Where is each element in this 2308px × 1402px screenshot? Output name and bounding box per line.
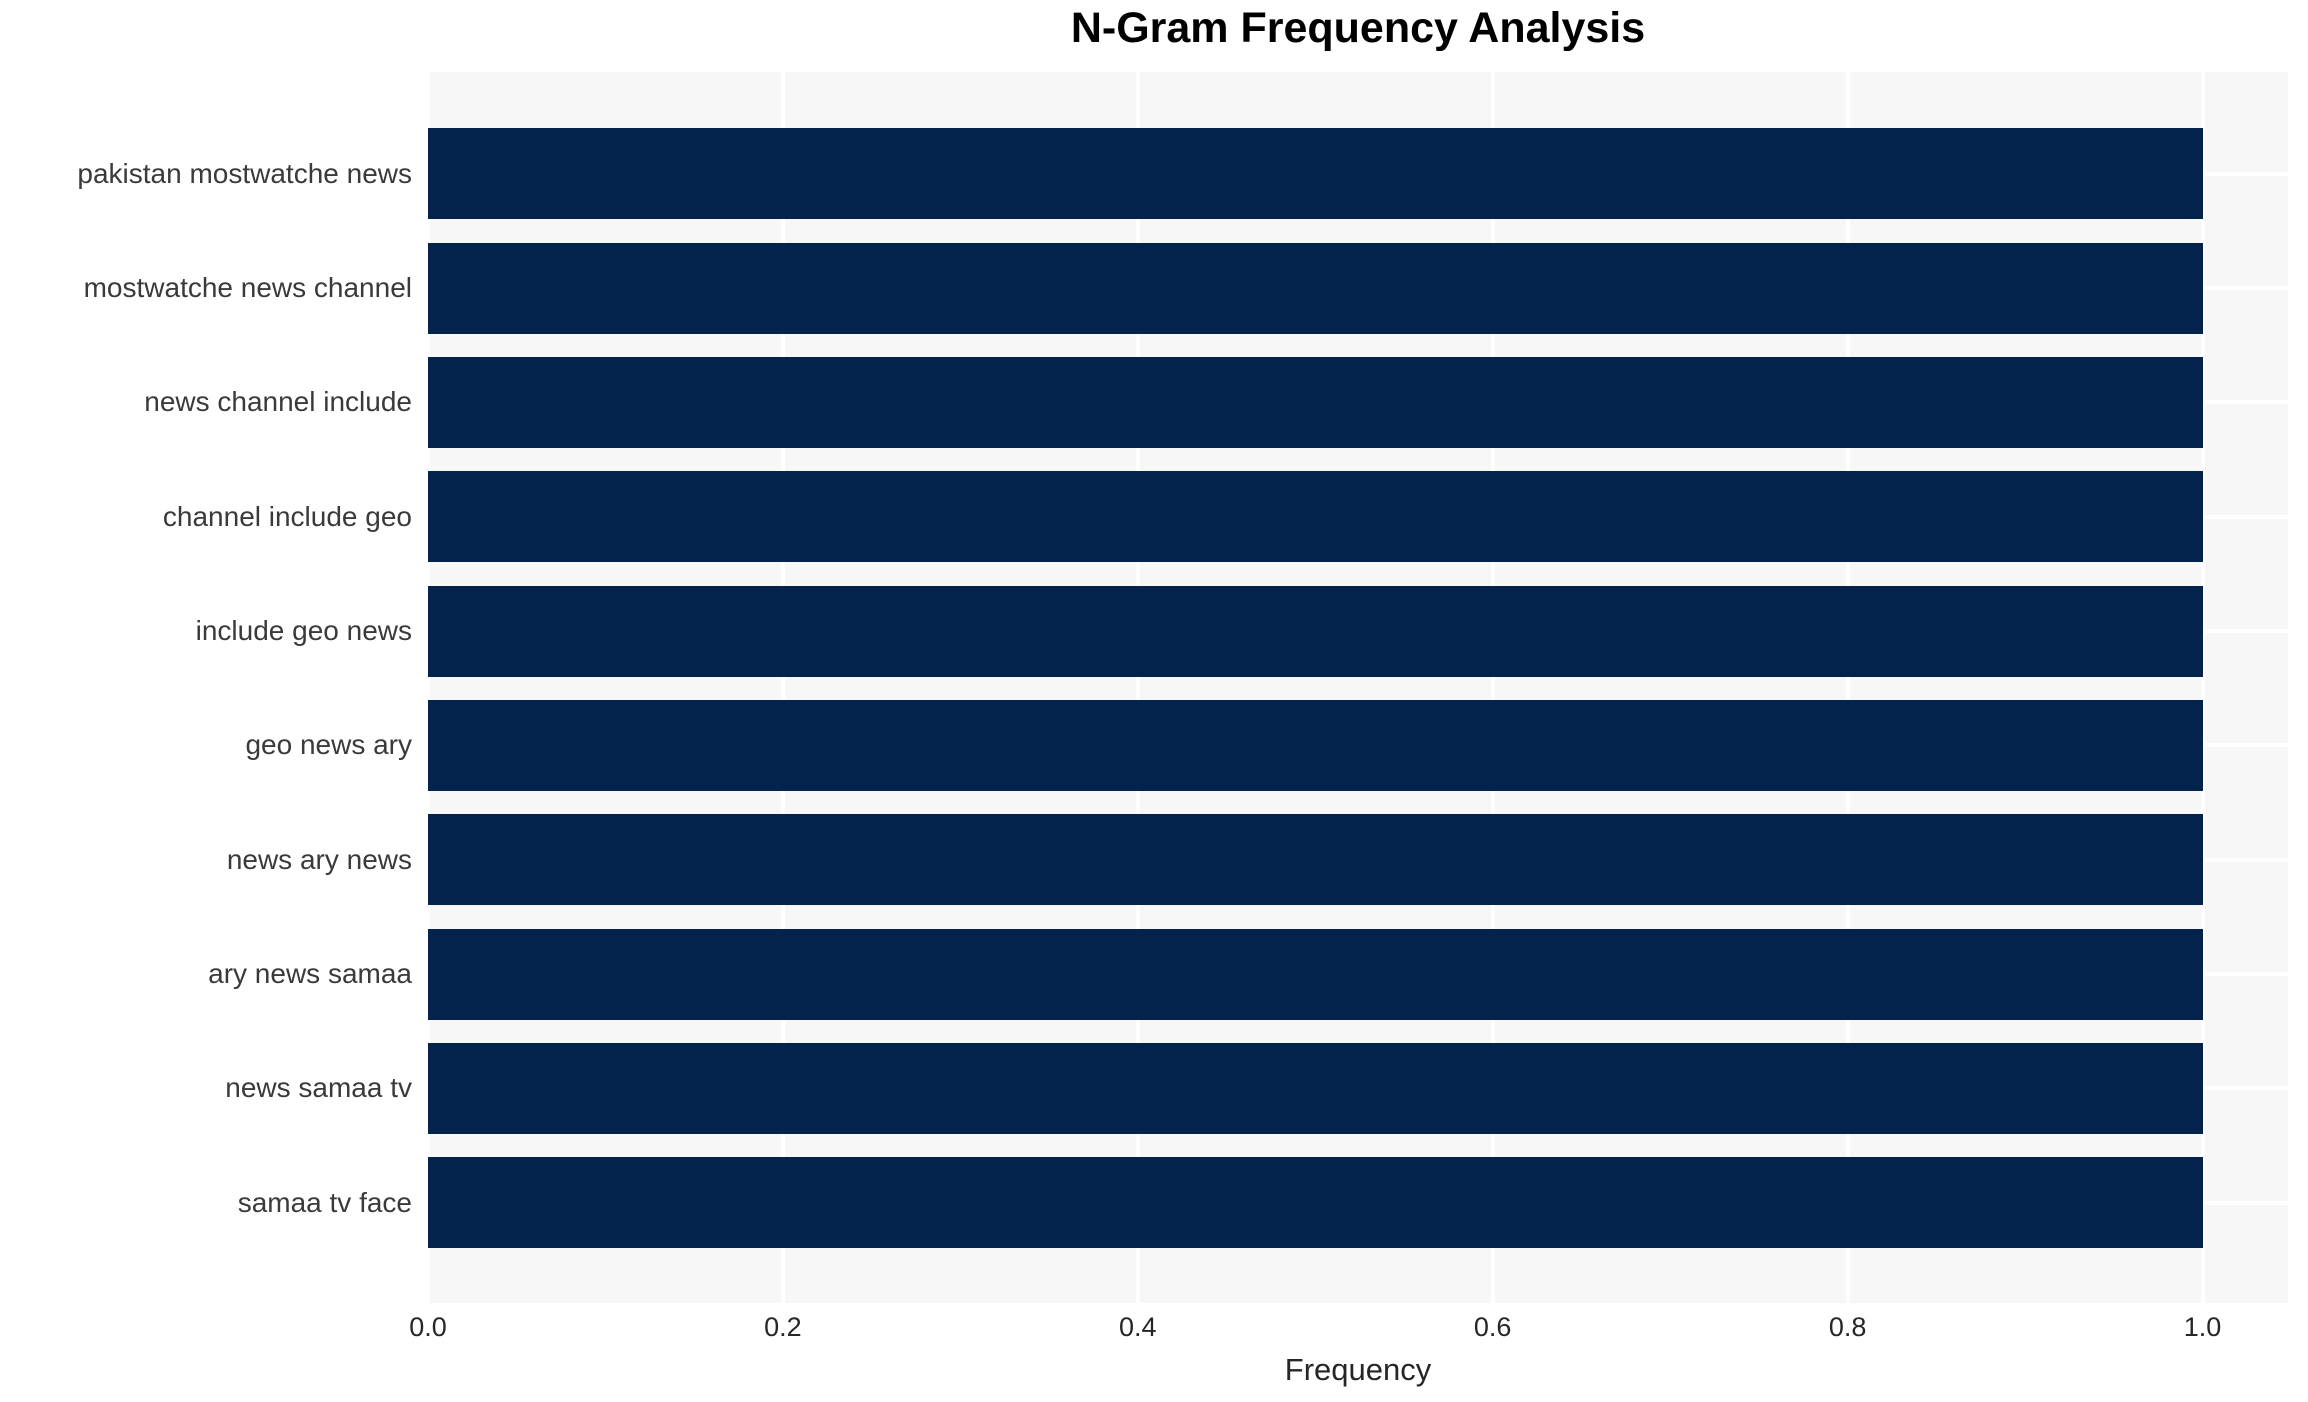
bar-ary-news-samaa [428,928,2203,1020]
x-tick-label: 0.2 [764,1312,802,1342]
y-tick-label: geo news ary [245,729,412,761]
bar-include-geo-news [428,585,2203,677]
vertical-gridline [1845,72,1850,1303]
bar-mostwatche-news-channel [428,242,2203,334]
x-tick-label: 0.6 [1473,1312,1512,1342]
bar-geo-news-ary [428,699,2203,791]
x-axis-title: Frequency [1284,1352,1432,1387]
y-tick-label: news ary news [226,843,412,875]
y-tick-label: news channel include [144,386,412,418]
x-tick-label: 0.0 [409,1312,447,1342]
vertical-gridline [1135,72,1140,1303]
bar-news-samaa-tv [428,1042,2203,1134]
x-tick-label: 0.4 [1119,1312,1157,1342]
vertical-gridline [426,72,430,1303]
y-tick-label: news samaa tv [225,1072,412,1104]
y-tick-label: ary news samaa [208,958,412,990]
vertical-gridline [1490,72,1495,1303]
vertical-gridline [780,72,785,1303]
bar-pakistan-mostwatche-news [428,128,2203,220]
x-tick-label: 1.0 [2183,1312,2222,1342]
bar-news-channel-include [428,356,2203,448]
y-tick-label: channel include geo [162,500,412,532]
bar-channel-include-geo [428,471,2203,563]
bar-news-ary-news [428,814,2203,906]
vertical-gridline [2200,72,2205,1303]
y-tick-label: mostwatche news channel [83,272,412,304]
bar-samaa-tv-face [428,1157,2203,1249]
y-tick-label: pakistan mostwatche news [77,157,412,189]
y-tick-label: samaa tv face [237,1186,412,1218]
chart-title: N-Gram Frequency Analysis [1070,4,1646,52]
y-tick-label: include geo news [195,615,412,647]
x-tick-label: 0.8 [1828,1312,1867,1342]
plot-area [426,72,2288,1303]
